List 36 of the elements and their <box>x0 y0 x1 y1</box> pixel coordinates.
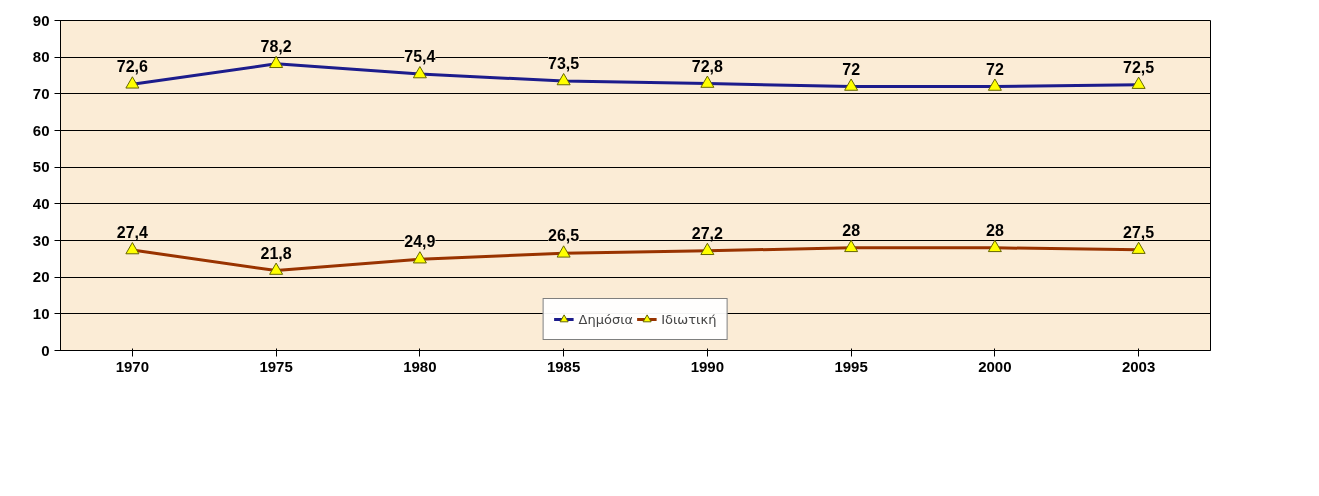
data-label: 72,5 <box>1123 58 1155 76</box>
data-label: 72,8 <box>691 57 724 75</box>
data-label: 75,4 <box>404 48 436 66</box>
y-tick-label: 10 <box>32 304 50 322</box>
legend-label: Δημόσια <box>578 311 634 327</box>
data-label: 72 <box>842 60 861 78</box>
data-label: 27,4 <box>116 224 149 242</box>
data-label: 24,9 <box>404 233 436 251</box>
x-tick-label: 1985 <box>546 357 581 375</box>
data-label: 27,2 <box>691 224 724 242</box>
x-tick-label: 2000 <box>978 357 1012 375</box>
y-tick-label: 70 <box>32 84 50 102</box>
y-tick-label: 50 <box>32 158 50 176</box>
data-label: 72 <box>985 60 1004 78</box>
data-label: 27,5 <box>1123 223 1155 241</box>
y-tick-label: 40 <box>32 194 50 212</box>
y-tick-label: 20 <box>32 268 50 286</box>
data-label: 26,5 <box>548 227 580 245</box>
data-label: 78,2 <box>260 37 292 55</box>
y-tick-label: 80 <box>32 48 50 66</box>
x-tick-label: 1970 <box>115 357 150 375</box>
data-label: 72,6 <box>116 58 149 76</box>
y-tick-label: 60 <box>32 121 50 139</box>
y-tick-label: 90 <box>32 11 50 29</box>
data-label: 73,5 <box>548 55 580 72</box>
x-tick-label: 1980 <box>403 357 437 375</box>
x-tick-label: 1975 <box>259 357 293 375</box>
x-tick-label: 1990 <box>690 357 725 375</box>
y-tick-label: 0 <box>41 341 50 359</box>
x-tick-label: 2003 <box>1121 357 1156 375</box>
legend-label: Ιδιωτική <box>661 311 717 327</box>
data-label: 21,8 <box>260 244 292 262</box>
y-tick-label: 30 <box>32 231 50 249</box>
x-tick-label: 1995 <box>834 357 868 375</box>
data-label: 28 <box>842 221 861 239</box>
data-label: 28 <box>985 221 1004 239</box>
